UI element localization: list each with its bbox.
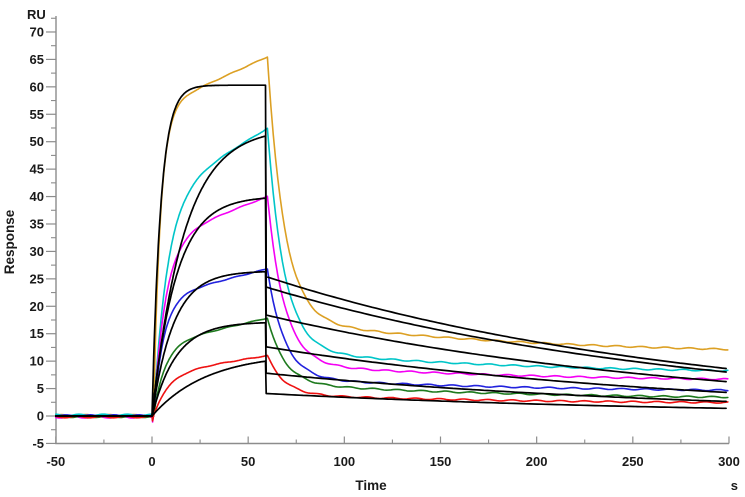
measured-trace-1-highest-conc [55,56,729,422]
x-tick-label: -50 [46,454,65,469]
y-tick-label: 40 [30,189,44,204]
y-tick-label: 70 [30,24,44,39]
x-tick-label: 100 [333,454,355,469]
y-tick-label: 30 [30,244,44,259]
x-tick-label: 200 [526,454,548,469]
fit-curve-6 [54,360,727,417]
y-tick-label: 50 [30,134,44,149]
y-tick-label: 10 [30,354,44,369]
y-tick-label: 55 [30,107,44,122]
x-tick-label: 0 [148,454,155,469]
fit-curve-4 [54,270,727,417]
y-axis-unit-label: RU [27,7,46,22]
y-tick-label: -5 [32,436,44,451]
y-tick-label: 65 [30,52,44,67]
fit-curve-3 [54,197,727,417]
x-tick-label: 300 [718,454,740,469]
measured-trace-6-lowest-conc [55,354,729,422]
measured-trace-4 [55,268,729,421]
measured-trace-3 [55,195,729,423]
y-axis-title: Response [2,209,17,274]
fit-curve-2 [54,135,727,417]
x-tick-label: 250 [622,454,644,469]
y-tick-label: 20 [30,299,44,314]
y-tick-label: 45 [30,162,44,177]
x-axis-title: Time [355,478,387,493]
curves [54,56,729,423]
y-tick-label: 0 [37,409,44,424]
fit-curve-1 [54,84,727,417]
x-tick-label: 50 [241,454,255,469]
y-tick-label: 15 [30,326,44,341]
y-tick-label: 25 [30,271,44,286]
x-axis-unit-label: s [731,478,738,493]
x-tick-label: 150 [430,454,452,469]
y-tick-label: 5 [37,381,44,396]
axes: -50 0 50 100 150 200 250 300-505101520253035404… [30,16,740,469]
fit-curve-5 [54,321,727,417]
y-tick-label: 60 [30,79,44,94]
axis-labels: RU Response Time s [2,7,738,493]
y-tick-label: 35 [30,216,44,231]
